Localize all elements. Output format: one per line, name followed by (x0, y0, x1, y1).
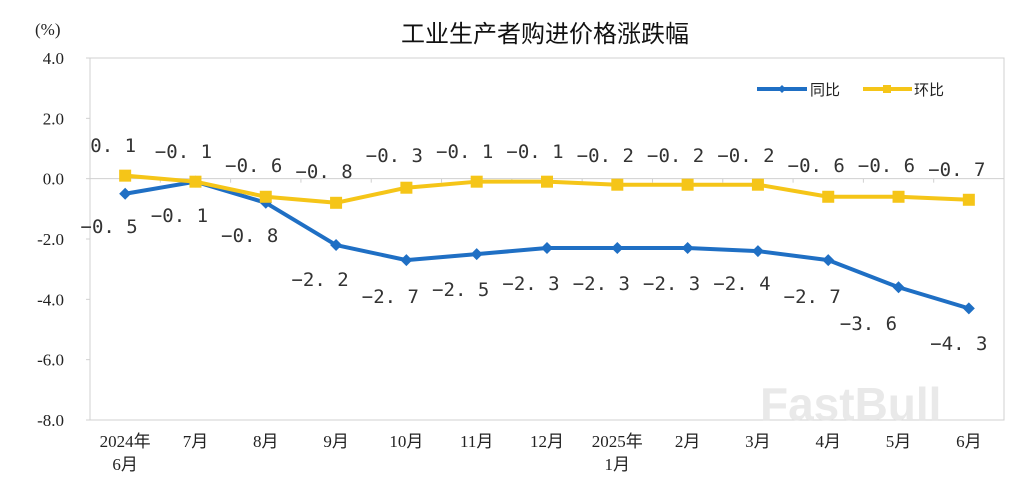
data-label-yoy: −0. 8 (221, 225, 278, 247)
watermark: FastBull (760, 378, 941, 430)
diamond-marker-icon (892, 281, 905, 294)
data-label-mom: 0. 1 (90, 135, 136, 157)
diamond-marker-icon (541, 242, 553, 255)
y-tick-label: -4.0 (37, 290, 64, 309)
legend-label-mom: 环比 (914, 81, 944, 99)
square-marker-icon (892, 190, 905, 203)
data-label-mom: −0. 7 (928, 159, 985, 181)
square-marker-icon (541, 175, 553, 188)
x-axis: 2024年 6月 7月 8月 9月 10月 11月 12月 2025年 1月 2月 3月 4月 5月 6月 (100, 178, 982, 474)
diamond-marker-icon (400, 254, 413, 267)
square-marker-icon (259, 190, 272, 203)
legend-item-mom: 环比 (863, 81, 944, 99)
data-label-mom: −0. 8 (295, 161, 352, 183)
data-label-yoy: −0. 1 (151, 205, 208, 227)
square-marker-icon (189, 175, 202, 188)
data-label-yoy: −4. 3 (930, 333, 987, 355)
data-label-yoy: −2. 4 (713, 273, 770, 295)
diamond-marker-icon (822, 254, 835, 267)
data-label-yoy: −2. 7 (362, 286, 419, 308)
data-label-mom: −0. 6 (858, 155, 915, 177)
y-tick-label: 2.0 (43, 109, 64, 128)
diamond-marker-icon (751, 245, 764, 258)
data-label-mom: −0. 1 (155, 141, 212, 163)
data-label-mom: −0. 6 (225, 155, 282, 177)
y-tick-label: -8.0 (37, 411, 64, 430)
data-label-mom: −0. 3 (366, 145, 423, 167)
diamond-marker-icon (611, 242, 624, 255)
data-label-mom: −0. 2 (647, 145, 704, 167)
data-labels: 0. 1 −0. 1−0. 6 −0. 8−0. 3 −0. 1 −0. 1 −0. 2−… (81, 135, 988, 355)
data-label-yoy: −0. 5 (81, 216, 138, 238)
data-label-mom: −0. 6 (788, 155, 845, 177)
data-label-yoy: −2. 3 (643, 273, 700, 295)
data-label-yoy: −2. 3 (573, 273, 630, 295)
y-tick-label: 4.0 (43, 49, 64, 68)
diamond-marker-icon (962, 302, 975, 315)
x-tick-label: 11月 (460, 432, 493, 451)
x-tick-label: 5月 (886, 432, 912, 451)
square-marker-icon (822, 190, 835, 203)
square-marker-icon (751, 178, 764, 191)
square-marker-icon (611, 178, 624, 191)
legend: 同比 环比 (757, 81, 944, 99)
square-marker-icon (470, 175, 483, 188)
y-tick-label: -6.0 (37, 351, 64, 370)
y-tick-label: -2.0 (37, 230, 64, 249)
diamond-marker-icon (778, 85, 786, 93)
diamond-marker-icon (681, 242, 694, 255)
square-marker-icon (883, 85, 891, 93)
x-tick-label: 10月 (389, 432, 423, 451)
diamond-marker-icon (330, 239, 343, 252)
data-label-yoy: −2. 5 (432, 279, 489, 301)
plot-area (89, 57, 1005, 421)
data-label-mom: −0. 1 (436, 141, 493, 163)
x-tick-label: 7月 (183, 432, 209, 451)
x-tick-label: 8月 (253, 432, 279, 451)
square-marker-icon (681, 178, 694, 191)
data-label-yoy: −2. 7 (784, 286, 841, 308)
x-tick-label: 2月 (675, 432, 701, 451)
data-label-mom: −0. 1 (506, 141, 563, 163)
legend-label-yoy: 同比 (810, 81, 840, 99)
x-tick-label: 12月 (530, 432, 564, 451)
x-tick-label: 3月 (745, 432, 771, 451)
x-tick-label: 9月 (323, 432, 349, 451)
data-label-yoy: −2. 2 (291, 269, 348, 291)
data-label-mom: −0. 2 (717, 145, 774, 167)
diamond-marker-icon (470, 248, 483, 261)
chart-title: 工业生产者购进价格涨跌幅 (401, 20, 689, 48)
x-tick-label: 2024年 6月 (100, 432, 151, 474)
x-tick-label: 2025年 1月 (592, 432, 643, 474)
data-label-yoy: −2. 3 (502, 273, 559, 295)
y-tick-label: 0.0 (43, 170, 64, 189)
square-marker-icon (119, 169, 132, 182)
diamond-marker-icon (119, 187, 132, 200)
data-label-yoy: −3. 6 (840, 313, 897, 335)
y-axis-unit: (%) (35, 20, 60, 39)
series-layer (119, 169, 975, 315)
legend-item-yoy: 同比 (757, 81, 840, 99)
y-axis: 4.0 2.0 0.0 -2.0 -4.0 -6.0 -8.0 (37, 49, 90, 430)
square-marker-icon (330, 196, 343, 209)
x-tick-label: 4月 (815, 432, 841, 451)
square-marker-icon (962, 193, 975, 206)
x-tick-label: 6月 (956, 432, 982, 451)
data-label-mom: −0. 2 (577, 145, 634, 167)
square-marker-icon (400, 181, 413, 194)
